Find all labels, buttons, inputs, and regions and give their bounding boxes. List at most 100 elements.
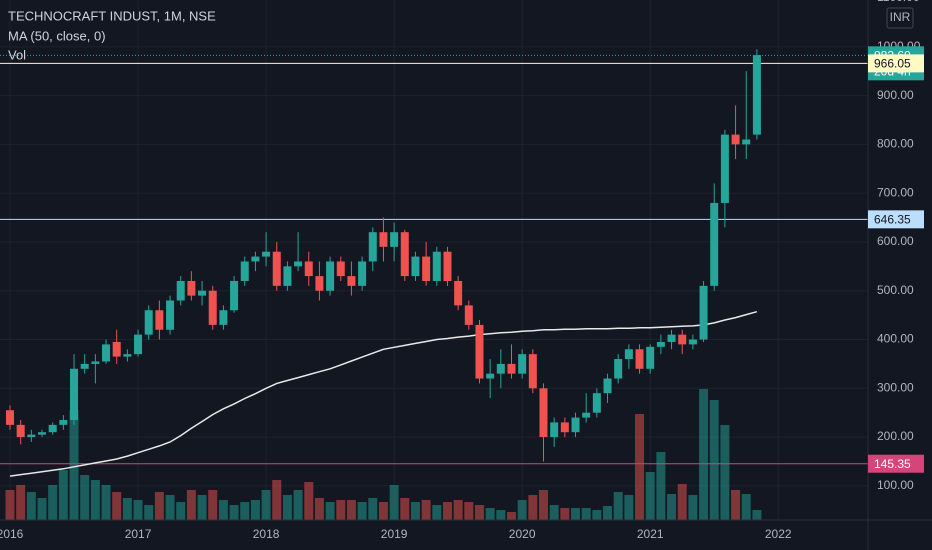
volume-bar [101, 485, 111, 520]
volume-bar [58, 470, 68, 520]
y-tick-label: 700.00 [877, 185, 914, 199]
candle-body [731, 134, 740, 145]
volume-bar [261, 490, 271, 520]
volume-bar [603, 506, 613, 520]
candle-body [347, 276, 356, 286]
candle-body [528, 354, 537, 389]
candle-body [102, 344, 111, 362]
volume-bar [624, 495, 634, 520]
volume-bar [410, 502, 420, 520]
candle-body [635, 349, 644, 369]
volume-bar [549, 505, 559, 520]
volume-bar [635, 414, 645, 520]
currency[interactable]: INR [890, 10, 911, 24]
volume-bar [48, 485, 58, 520]
candle-body [251, 256, 260, 262]
x-tick-label: 2018 [253, 527, 280, 541]
candle-body [571, 417, 580, 433]
volume-bar [336, 500, 346, 520]
candle-body [70, 368, 79, 420]
volume-bar [720, 425, 730, 520]
candle-body [486, 373, 495, 379]
volume-bar [5, 490, 15, 520]
volume-bar [442, 502, 452, 520]
candle-body [262, 251, 271, 257]
candle-body [112, 341, 121, 357]
candle-body [592, 393, 601, 413]
candle-body [390, 232, 399, 247]
candle-body [358, 261, 367, 286]
candle-body [326, 261, 335, 291]
candle-body [454, 280, 463, 306]
volume-bar [122, 498, 132, 520]
volume-bar [144, 505, 154, 520]
candle-body [294, 261, 303, 267]
volume-bar [218, 500, 228, 520]
candle-body [368, 232, 377, 262]
volume-bar [325, 502, 335, 520]
candle-body [208, 290, 217, 325]
candle-body [710, 202, 719, 286]
candle-body [624, 349, 633, 360]
candle-body [411, 256, 420, 277]
volume-bar [240, 502, 250, 520]
candle-body [219, 310, 228, 325]
candle-body [27, 434, 36, 438]
volume-bar [421, 500, 431, 520]
candle-body [336, 261, 345, 277]
volume-bar [368, 498, 378, 520]
volume-bar [464, 502, 474, 520]
volume-bar [613, 492, 623, 520]
candle-body [155, 310, 164, 330]
volume-bar [752, 510, 762, 520]
candle-body [48, 424, 57, 433]
indicator-label: MA (50, close, 0) [8, 28, 106, 43]
volume-bar [378, 502, 388, 520]
candle-body [91, 361, 100, 364]
candle-body [16, 424, 25, 438]
candle-body [240, 261, 249, 281]
y-tick-label: 1100.00 [877, 0, 920, 4]
candle-body [443, 251, 452, 281]
candle-body [496, 363, 505, 374]
candle-body [678, 334, 687, 345]
volume-bar [229, 505, 239, 520]
price-label-box [868, 454, 924, 473]
volume-bar [539, 490, 548, 520]
volume-bar [112, 492, 122, 520]
volume-layer [5, 389, 762, 520]
candle-body [59, 420, 68, 425]
x-tick-label: 2019 [381, 527, 408, 541]
candle-body [283, 266, 292, 286]
candle-body [720, 134, 729, 203]
y-tick-label: 900.00 [877, 88, 914, 102]
volume-bar [346, 500, 356, 520]
candle-body [272, 251, 281, 286]
y-tick-label: 600.00 [877, 234, 914, 248]
volume-bar [389, 485, 399, 520]
candle-body [400, 232, 409, 277]
volume-bar [197, 495, 207, 520]
candle-body [646, 346, 655, 369]
volume-bar [699, 389, 709, 520]
candle-body [230, 280, 239, 311]
y-tick-label: 500.00 [877, 283, 914, 297]
volume-bar [314, 498, 324, 520]
currency-box[interactable] [886, 7, 914, 29]
volume-bar [667, 494, 677, 520]
volume-bar [485, 508, 495, 520]
volume-bar [496, 510, 506, 520]
volume-bar [581, 508, 591, 520]
ma-line [9, 310, 758, 477]
candle-body [603, 378, 612, 394]
volume-bar [688, 495, 698, 520]
volume-bar [709, 400, 719, 520]
price-label-box [868, 54, 924, 73]
price-label-box [868, 210, 924, 229]
candle-body [315, 276, 324, 291]
candle-body [656, 341, 665, 347]
candle-body [699, 285, 708, 340]
